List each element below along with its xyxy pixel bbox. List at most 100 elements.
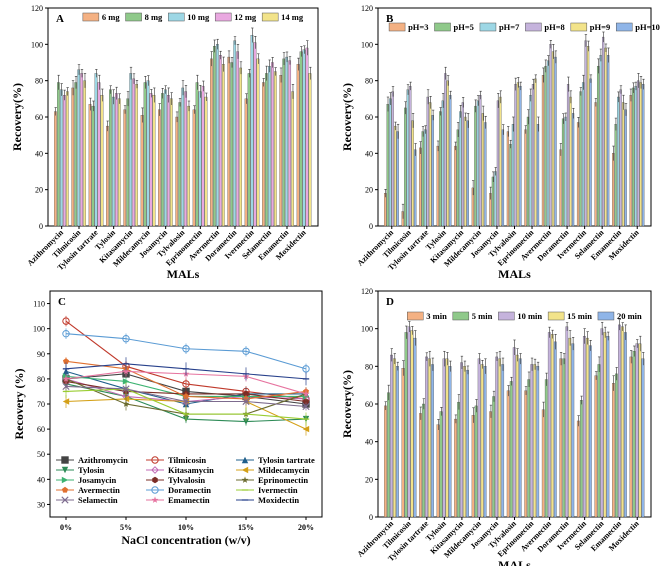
bar [444, 73, 447, 227]
bar [411, 120, 414, 227]
bar [219, 55, 222, 227]
bar [431, 364, 434, 518]
data-point [62, 382, 70, 391]
y-tick-label: 20 [35, 186, 43, 195]
bar [491, 176, 495, 227]
bar [384, 193, 387, 227]
bar [112, 96, 115, 227]
bar [524, 390, 528, 518]
data-point [62, 358, 70, 364]
panel-label: D [386, 296, 394, 308]
legend-swatch [168, 12, 185, 22]
bar [106, 125, 109, 227]
y-tick-label: 100 [31, 40, 43, 49]
bar [390, 354, 393, 518]
bar [454, 418, 457, 518]
bar [407, 326, 411, 518]
bar [454, 145, 457, 227]
y-tick-label: 80 [35, 77, 43, 86]
x-tick-label: 5% [120, 523, 132, 532]
legend-label: pH=3 [408, 22, 428, 32]
bar [511, 124, 515, 227]
bar [91, 105, 95, 227]
legend-swatch [261, 12, 279, 22]
bar [483, 366, 487, 518]
bar [88, 104, 92, 227]
data-point [241, 476, 249, 483]
bar [439, 411, 443, 518]
bar [123, 109, 127, 227]
bar [135, 84, 139, 227]
bar [181, 87, 185, 227]
bar [553, 341, 557, 518]
data-point [61, 456, 69, 464]
data-point [61, 496, 69, 504]
data-point [302, 365, 310, 373]
bar [167, 95, 170, 227]
legend-label: Kitasamycin [168, 465, 214, 475]
bar [426, 96, 429, 227]
bar [604, 47, 607, 227]
bar [594, 102, 597, 227]
bar [83, 80, 87, 227]
y-axis-label: Recovery(%) [10, 83, 24, 151]
bar [622, 102, 625, 227]
bar [561, 118, 565, 227]
y-axis-label: Recovery(%) [340, 370, 354, 438]
data-point [182, 380, 190, 388]
bar [594, 375, 598, 518]
bar [421, 131, 424, 227]
legend-label: Tilmicosin [168, 455, 206, 465]
bar [565, 326, 569, 518]
bar [549, 44, 552, 227]
bar [386, 104, 389, 227]
legend-label: 8 mg [145, 12, 163, 22]
y-tick-label: 60 [35, 113, 43, 122]
bar [100, 95, 104, 227]
bar [629, 356, 633, 518]
data-point [62, 398, 70, 405]
legend-swatch [82, 12, 100, 22]
bar [227, 56, 231, 227]
y-tick-label: 0 [369, 513, 373, 522]
bar [413, 337, 417, 518]
bar [71, 87, 75, 227]
data-point [61, 486, 69, 493]
y-tick-label: 80 [365, 362, 373, 371]
bar [57, 82, 60, 227]
bar [589, 345, 592, 518]
y-tick-label: 20 [365, 475, 373, 484]
bar [149, 93, 153, 227]
bar [63, 95, 66, 227]
bar [506, 131, 510, 227]
x-axis-label: NaCl concentration (w/v) [121, 533, 250, 547]
data-point [151, 496, 159, 503]
bar [536, 124, 540, 227]
y-tick-label: 80 [365, 77, 373, 86]
bar [614, 124, 617, 227]
y-tick-label: 110 [33, 300, 45, 309]
legend-label: Azithromycin [78, 455, 128, 465]
bar [65, 91, 69, 227]
y-tick-label: 50 [37, 450, 45, 459]
bar [489, 193, 492, 227]
legend-label: 10 mg [187, 12, 210, 22]
y-tick-label: 30 [37, 500, 45, 509]
bar [409, 85, 412, 227]
data-point [302, 425, 310, 433]
bar [396, 366, 399, 518]
bar [607, 55, 610, 227]
bar [576, 420, 580, 518]
data-point [62, 317, 70, 325]
bar [546, 60, 550, 227]
marker-stroke [182, 397, 190, 406]
bar [436, 145, 439, 227]
bar [279, 75, 283, 227]
y-tick-label: 40 [35, 149, 43, 158]
data-point [242, 397, 250, 406]
x-axis-label: MALs [498, 267, 531, 281]
legend-swatch [214, 12, 232, 22]
bar [621, 326, 624, 518]
bar [201, 85, 205, 227]
bar [559, 358, 563, 518]
